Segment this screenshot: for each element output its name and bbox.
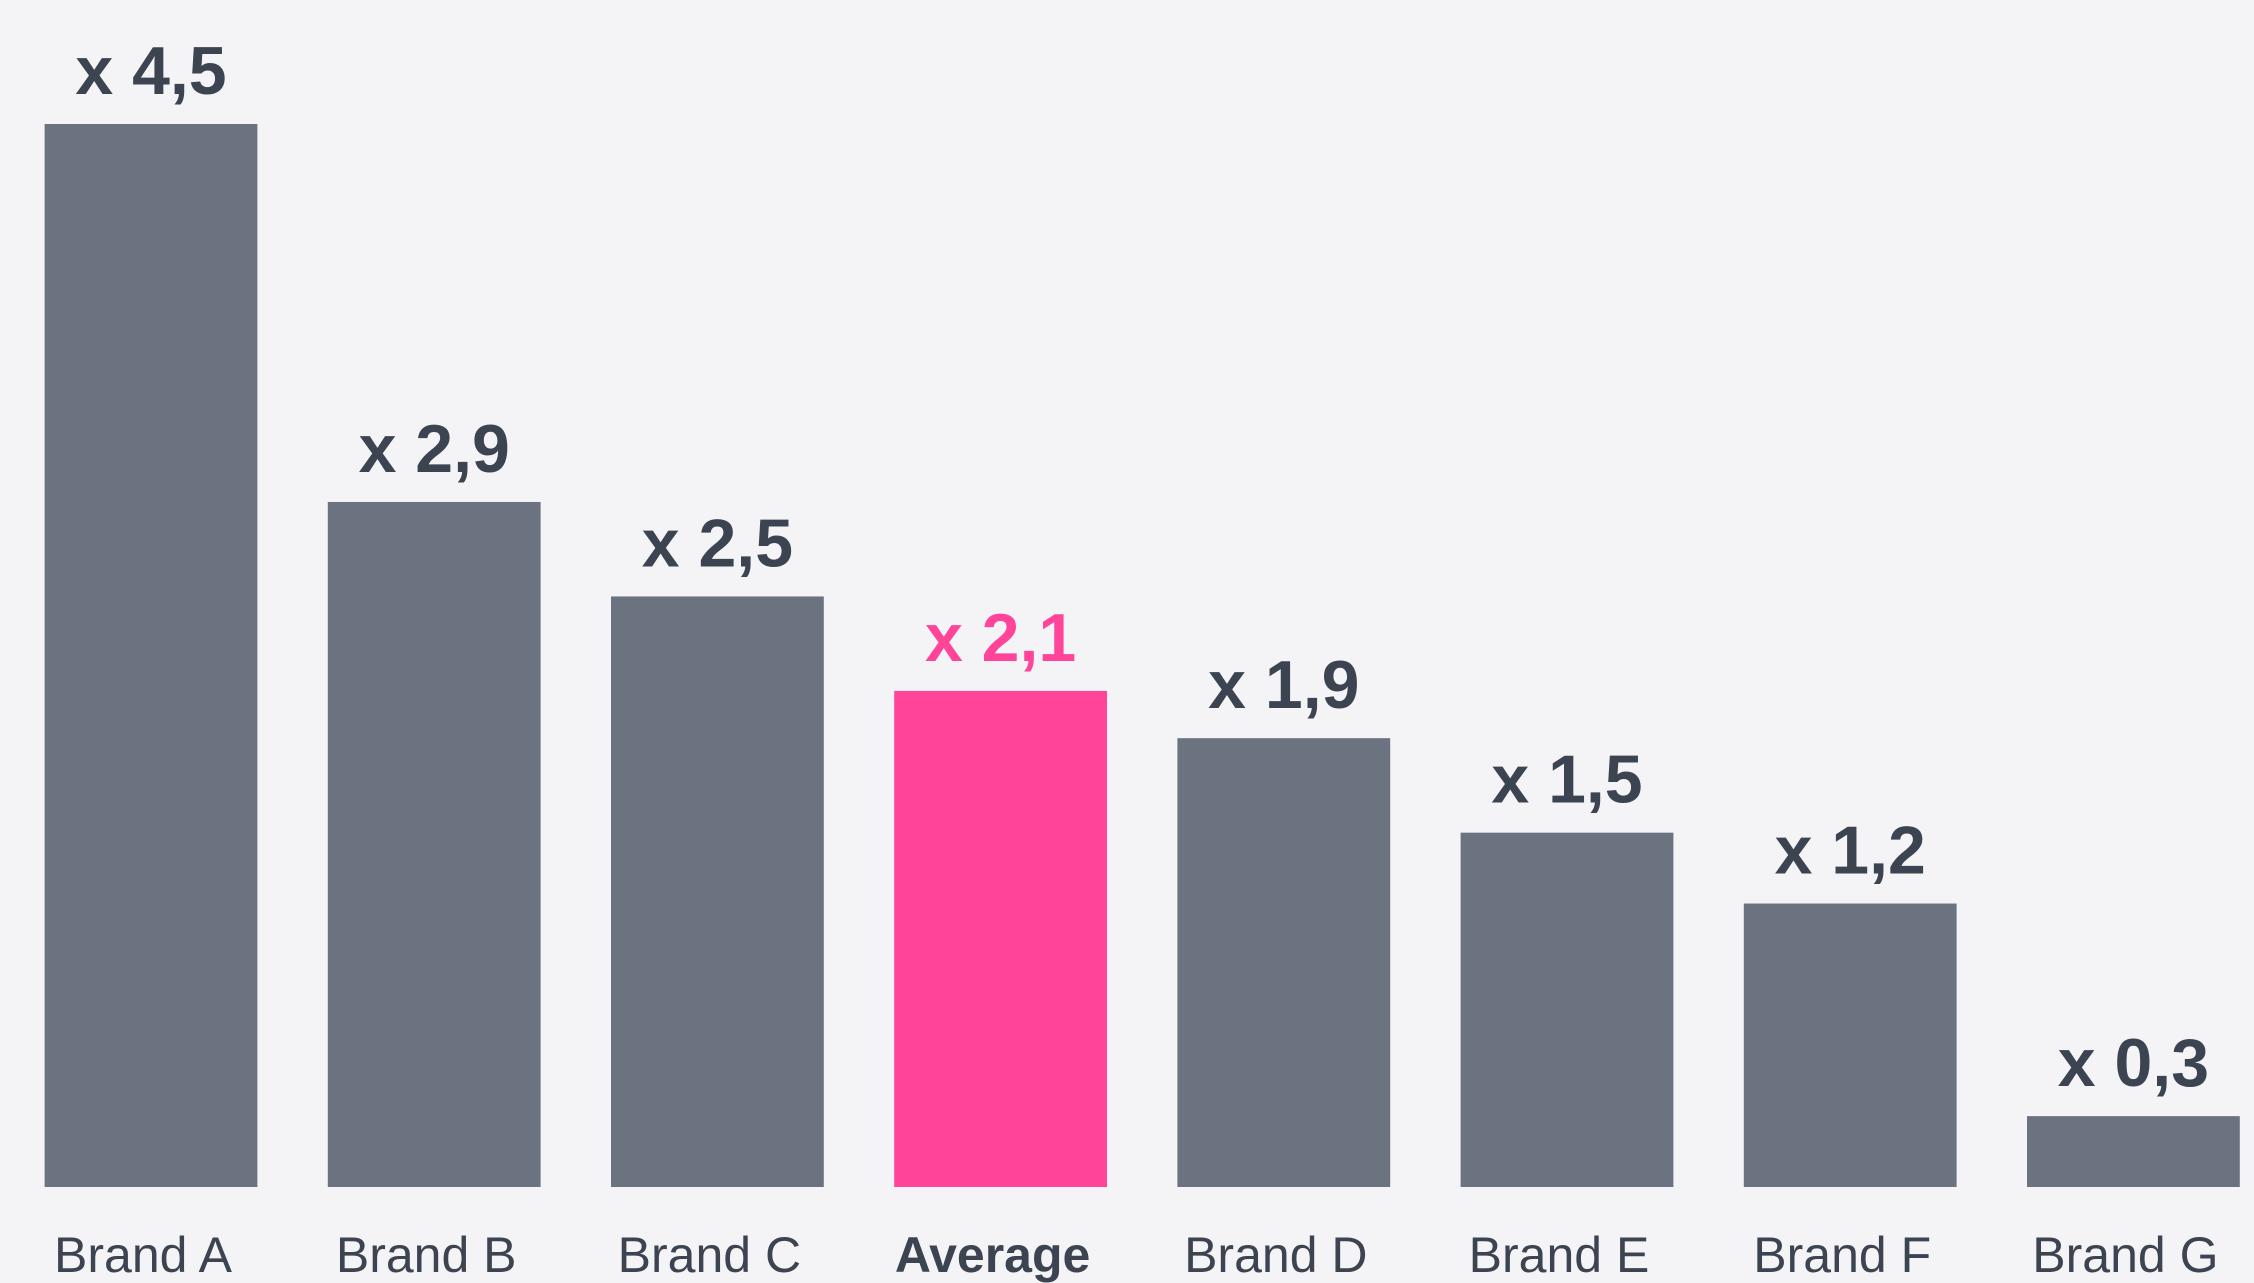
category-label: Brand F (1753, 1227, 1931, 1283)
bar (44, 124, 258, 1187)
category-label: Brand B (336, 1227, 517, 1283)
bar (894, 690, 1107, 1187)
bar (1177, 738, 1391, 1187)
value-label: x 4,5 (75, 33, 226, 109)
category-label: Brand C (618, 1227, 801, 1283)
bar (611, 596, 824, 1187)
category-label: Brand D (1184, 1227, 1367, 1283)
bar (2027, 1116, 2240, 1187)
category-label: Brand E (1469, 1227, 1650, 1283)
bar (327, 501, 541, 1187)
value-label: x 1,2 (1775, 813, 1926, 889)
value-label: x 2,1 (925, 600, 1076, 676)
bar (1743, 903, 1957, 1187)
value-label: x 2,5 (642, 505, 793, 581)
category-label: Brand A (54, 1227, 233, 1283)
value-label: x 1,9 (1208, 647, 1359, 723)
category-label: Average (895, 1227, 1090, 1283)
value-label: x 2,9 (359, 411, 510, 487)
category-label: Brand G (2032, 1227, 2218, 1283)
value-label: x 0,3 (2058, 1025, 2209, 1101)
value-label: x 1,5 (1491, 742, 1642, 818)
bar (1460, 832, 1674, 1187)
